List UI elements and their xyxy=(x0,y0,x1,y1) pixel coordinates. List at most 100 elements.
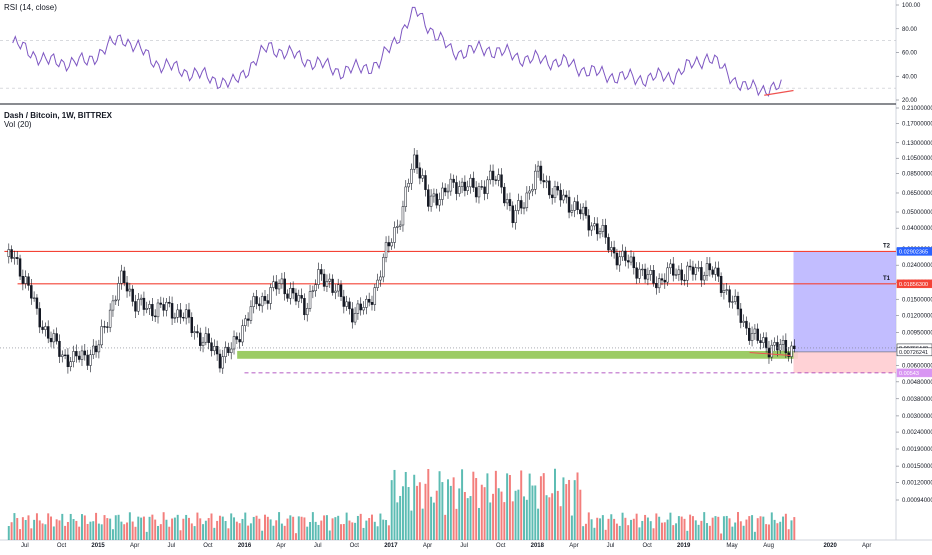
volume-bar xyxy=(103,515,106,540)
volume-bar xyxy=(475,478,478,540)
candle xyxy=(441,187,444,200)
candle xyxy=(21,275,25,284)
volume-bar xyxy=(173,517,176,540)
candle xyxy=(615,252,619,266)
candle xyxy=(508,199,512,207)
candle xyxy=(204,333,208,343)
candle xyxy=(269,287,272,304)
candle xyxy=(13,257,16,259)
candle xyxy=(672,263,675,276)
volume-bar xyxy=(545,495,548,540)
candle xyxy=(660,278,664,281)
volume-bar xyxy=(289,515,292,540)
candle xyxy=(382,257,385,278)
price-axis-tick: 0.21000000 xyxy=(902,106,932,112)
candle xyxy=(252,296,255,307)
rsi-title: RSI (14, close) xyxy=(4,3,57,12)
candle xyxy=(69,361,72,367)
candle xyxy=(38,308,41,328)
volume-bar xyxy=(461,469,464,540)
volume-bar xyxy=(655,513,658,540)
candle xyxy=(604,225,607,238)
time-axis-label: Oct xyxy=(57,543,67,549)
candle xyxy=(52,333,56,343)
volume-bar xyxy=(706,523,709,540)
volume-bar xyxy=(41,523,44,540)
time-axis-label: Jul xyxy=(314,543,322,549)
candle xyxy=(584,206,588,216)
price-divergence-line xyxy=(749,351,791,357)
volume-bar xyxy=(328,530,331,540)
candle xyxy=(773,342,776,346)
candle xyxy=(514,210,517,224)
candle xyxy=(404,186,408,207)
volume-bar xyxy=(556,490,559,540)
candle xyxy=(576,201,579,210)
candle xyxy=(117,283,120,301)
volume-bar xyxy=(199,518,202,540)
candle xyxy=(652,270,655,284)
volume-bar xyxy=(159,524,162,540)
volume-bar xyxy=(632,518,635,540)
volume-bar xyxy=(33,519,36,540)
volume-bar xyxy=(410,510,413,540)
time-axis-label: 2019 xyxy=(677,543,691,549)
volume-bar xyxy=(407,487,410,540)
volume-bar xyxy=(649,521,652,540)
volume-bar xyxy=(579,489,582,540)
target-zone[interactable] xyxy=(793,251,896,352)
stop-loss-zone[interactable] xyxy=(793,351,896,373)
volume-bar xyxy=(227,528,230,540)
volume-bar xyxy=(646,517,649,540)
volume-bar xyxy=(309,522,312,540)
candle xyxy=(317,269,320,285)
candle xyxy=(607,237,610,251)
candle xyxy=(89,354,92,366)
volume-bar xyxy=(7,526,10,540)
candle xyxy=(376,279,379,288)
volume-bar xyxy=(230,513,233,540)
volume-bar xyxy=(134,526,137,540)
volume-bar xyxy=(666,519,669,540)
volume-bar xyxy=(100,524,103,540)
candle xyxy=(182,317,185,319)
candle xyxy=(739,308,743,323)
price-axis-tick: 0.00380000 xyxy=(902,397,932,403)
candle xyxy=(351,308,354,323)
volume-bar xyxy=(686,530,689,540)
candle xyxy=(66,354,70,367)
volume-bar xyxy=(92,521,95,540)
rsi-axis-tick: 100.00 xyxy=(902,3,921,9)
volume-bar xyxy=(10,522,13,540)
volume-bar xyxy=(238,523,241,540)
candle xyxy=(736,295,740,310)
candle xyxy=(179,309,182,318)
support-zone[interactable] xyxy=(237,350,798,359)
volume-bar xyxy=(641,520,644,540)
volume-bar xyxy=(266,516,269,540)
volume-bar xyxy=(691,516,694,540)
volume-bar xyxy=(162,512,165,540)
candle xyxy=(657,278,661,289)
volume-bar xyxy=(75,520,78,540)
volume-bar xyxy=(506,473,509,540)
volume-bar xyxy=(480,484,483,540)
volume-bar xyxy=(466,498,469,540)
volume-bar xyxy=(652,528,655,540)
volume-bar xyxy=(196,512,199,540)
candle xyxy=(176,309,179,318)
volume-bar xyxy=(517,489,520,540)
candle xyxy=(438,199,441,206)
volume-bar xyxy=(345,512,348,540)
candle xyxy=(184,309,188,319)
candle xyxy=(677,269,681,275)
time-axis-label: Oct xyxy=(496,543,506,549)
candle xyxy=(452,178,455,183)
candle xyxy=(314,284,317,292)
candle xyxy=(731,301,734,303)
volume-bar xyxy=(55,519,58,540)
volume-bar xyxy=(52,526,55,540)
time-axis-label: Apr xyxy=(423,543,432,549)
